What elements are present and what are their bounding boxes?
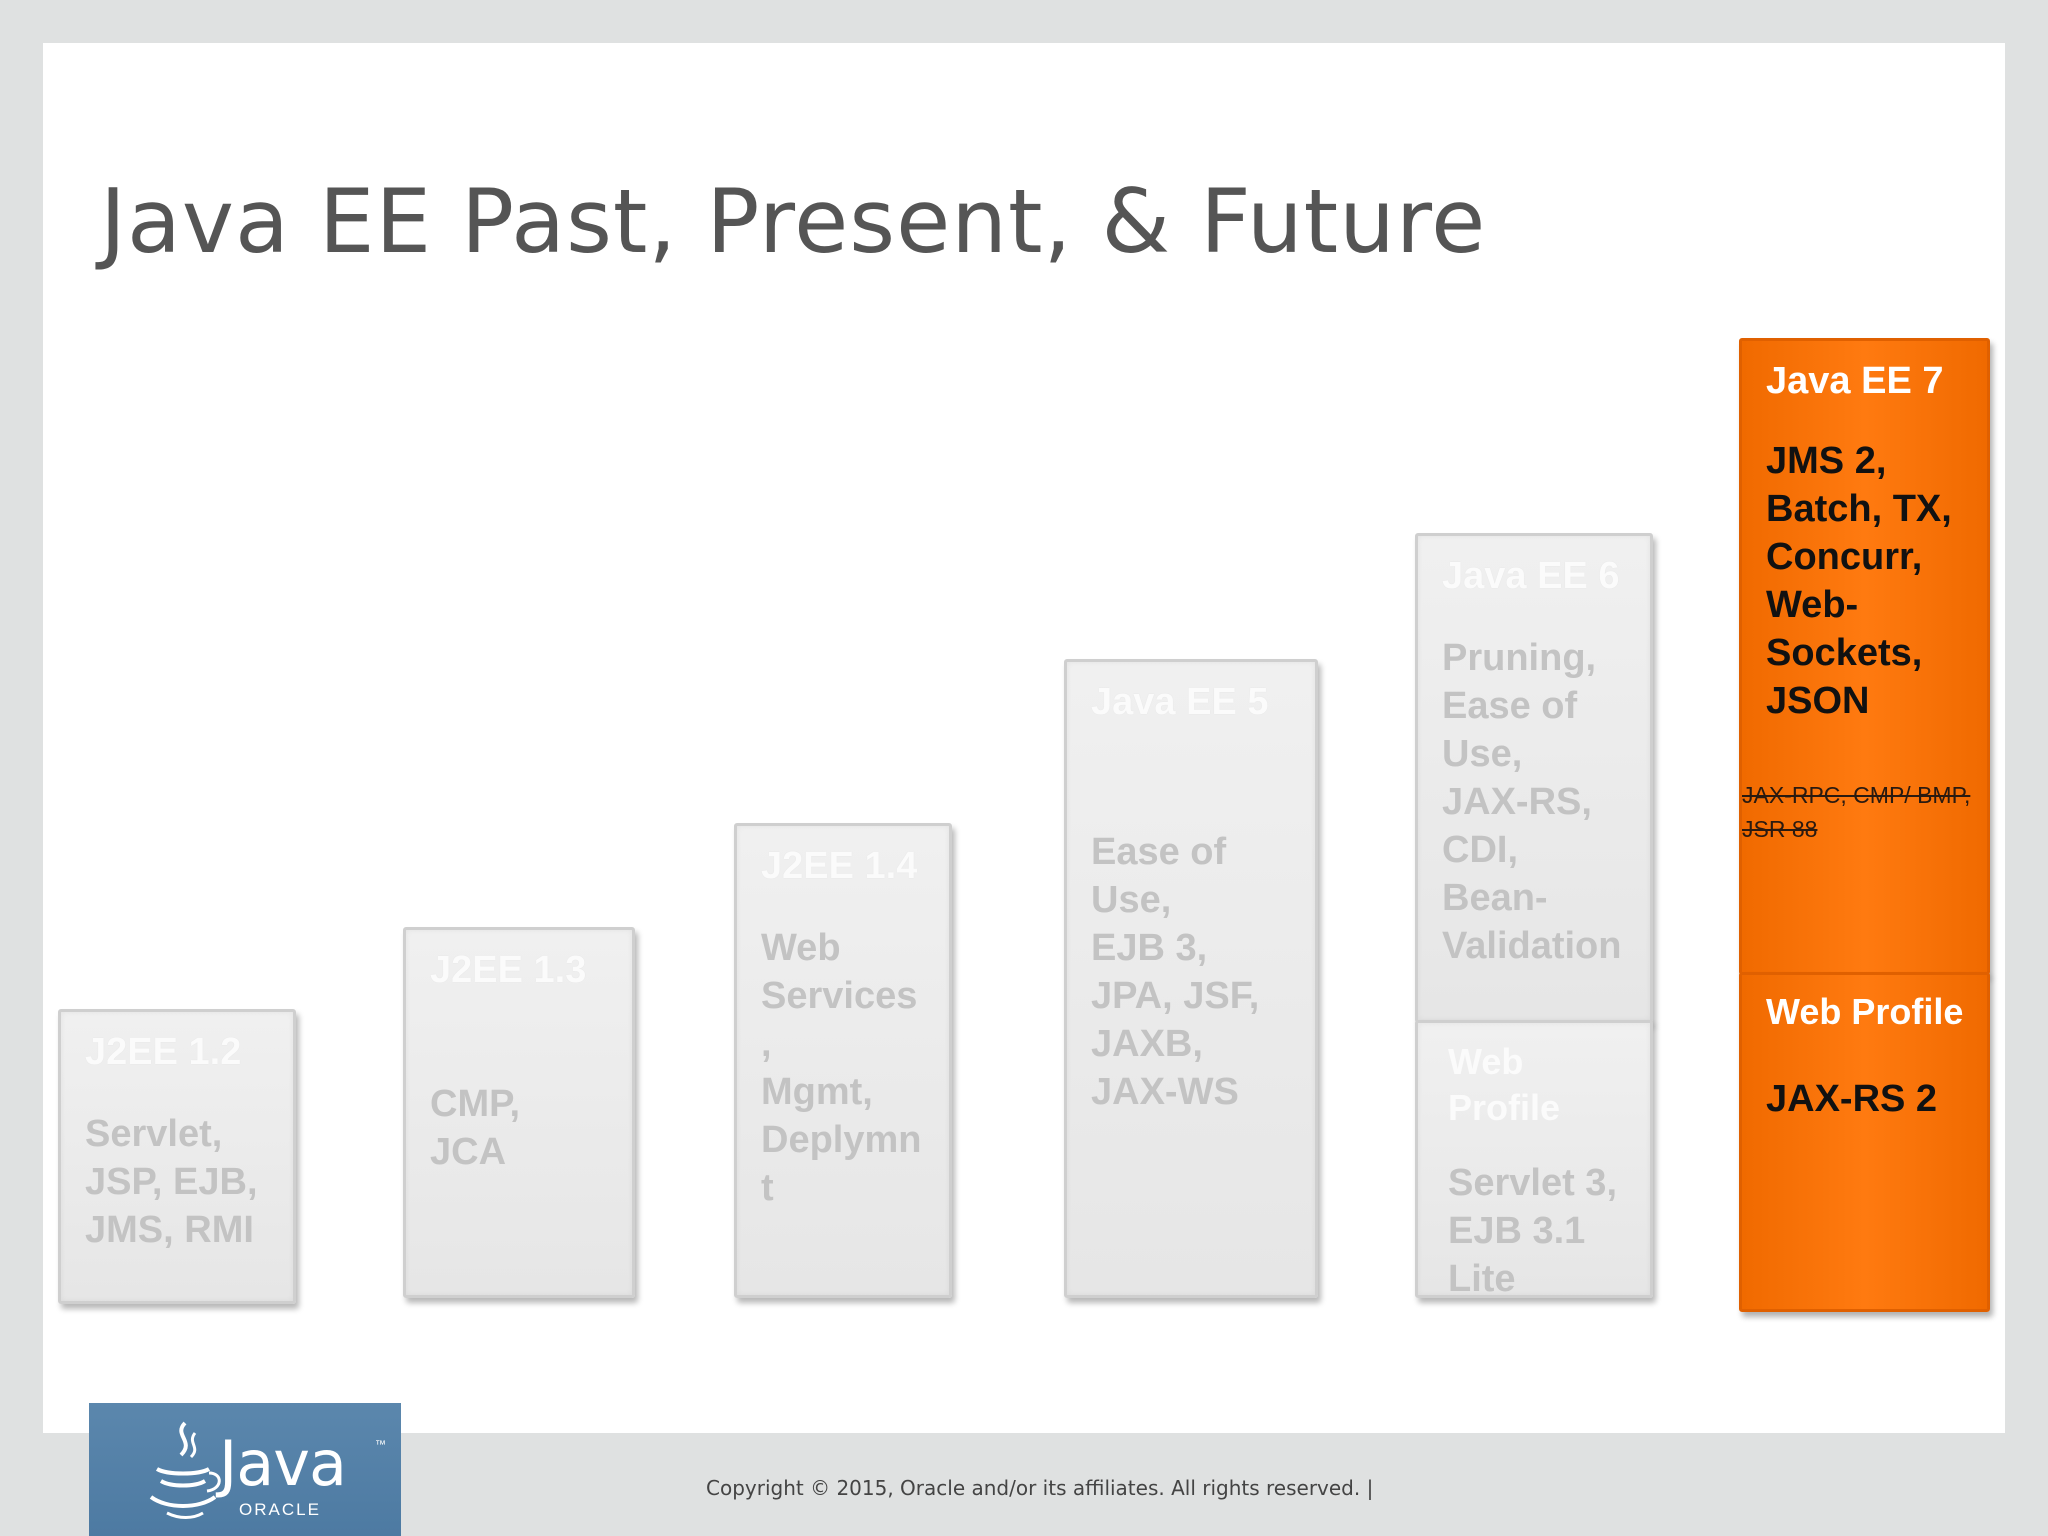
release-name: J2EE 1.2 (85, 1031, 242, 1073)
slide (43, 43, 2005, 1433)
release-box-java-ee-7: Java EE 7 JMS 2, Batch, TX, Concurr, Web… (1739, 338, 1990, 975)
release-features: Servlet, JSP, EJB, JMS, RMI (85, 1113, 258, 1251)
copyright-notice: Copyright © 2015, Oracle and/or its affi… (706, 1476, 1374, 1500)
release-features: CMP, JCA (430, 1083, 521, 1173)
web-profile-name: Web Profile (1766, 991, 1964, 1032)
web-profile-box-java-ee-7: Web Profile JAX-RS 2 (1739, 972, 1990, 1312)
release-box-j2ee-1-4: J2EE 1.4 Web Services , Mgmt, Deplymn t (734, 823, 952, 1298)
release-box-j2ee-1-2: J2EE 1.2 Servlet, JSP, EJB, JMS, RMI (58, 1009, 296, 1304)
web-profile-features: Servlet 3, EJB 3.1 Lite (1448, 1162, 1617, 1298)
release-features: Web Services , Mgmt, Deplymn t (761, 927, 922, 1209)
release-features: JMS 2, Batch, TX, Concurr, Web- Sockets,… (1766, 440, 1952, 722)
release-box-java-ee-5: Java EE 5 Ease of Use, EJB 3, JPA, JSF, … (1064, 659, 1318, 1298)
slide-title: Java EE Past, Present, & Future (100, 170, 1487, 273)
release-name: Java EE 5 (1091, 681, 1269, 723)
release-name: Java EE 7 (1766, 360, 1944, 402)
web-profile-box-java-ee-6: Web Profile Servlet 3, EJB 3.1 Lite (1415, 1020, 1653, 1298)
release-features: Ease of Use, EJB 3, JPA, JSF, JAXB, JAX-… (1091, 831, 1260, 1113)
trademark-symbol: ™ (375, 1439, 386, 1451)
pruned-apis: JAX-RPC, CMP/ BMP, JSR 88 (1742, 782, 1971, 842)
java-cup-icon (149, 1421, 221, 1519)
release-box-java-ee-6: Java EE 6 Pruning, Ease of Use, JAX-RS, … (1415, 533, 1653, 1023)
release-name: J2EE 1.4 (761, 845, 918, 887)
release-name: Java EE 6 (1442, 555, 1620, 597)
java-oracle-logo: Java ™ ORACLE (89, 1403, 401, 1536)
web-profile-features: JAX-RS 2 (1766, 1078, 1938, 1120)
release-name: J2EE 1.3 (430, 949, 587, 991)
release-features: Pruning, Ease of Use, JAX-RS, CDI, Bean-… (1442, 637, 1622, 967)
web-profile-name: Web Profile (1448, 1041, 1561, 1128)
oracle-wordmark: ORACLE (239, 1500, 321, 1519)
java-wordmark: Java (219, 1427, 347, 1500)
release-box-j2ee-1-3: J2EE 1.3 CMP, JCA (403, 927, 635, 1298)
